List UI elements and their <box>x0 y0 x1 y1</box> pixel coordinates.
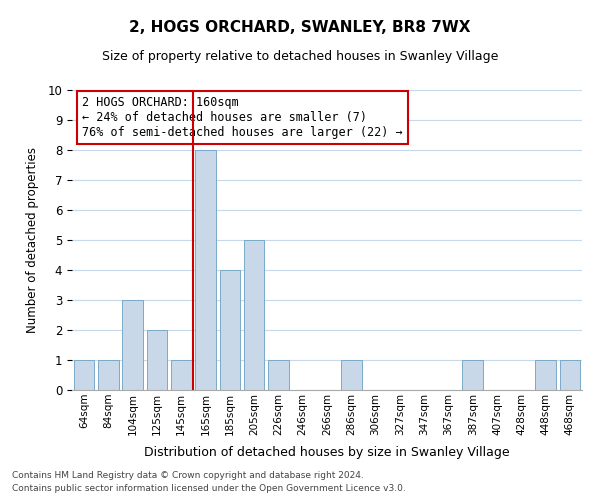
Bar <box>146 330 167 390</box>
Bar <box>122 300 143 390</box>
Bar <box>171 360 191 390</box>
Bar <box>463 360 483 390</box>
Bar <box>268 360 289 390</box>
Bar <box>341 360 362 390</box>
Bar <box>98 360 119 390</box>
Bar <box>560 360 580 390</box>
Bar <box>195 150 216 390</box>
Bar <box>74 360 94 390</box>
Bar <box>220 270 240 390</box>
X-axis label: Distribution of detached houses by size in Swanley Village: Distribution of detached houses by size … <box>144 446 510 459</box>
Text: Contains HM Land Registry data © Crown copyright and database right 2024.: Contains HM Land Registry data © Crown c… <box>12 470 364 480</box>
Text: 2 HOGS ORCHARD: 160sqm
← 24% of detached houses are smaller (7)
76% of semi-deta: 2 HOGS ORCHARD: 160sqm ← 24% of detached… <box>82 96 403 139</box>
Text: Size of property relative to detached houses in Swanley Village: Size of property relative to detached ho… <box>102 50 498 63</box>
Text: Contains public sector information licensed under the Open Government Licence v3: Contains public sector information licen… <box>12 484 406 493</box>
Y-axis label: Number of detached properties: Number of detached properties <box>26 147 39 333</box>
Text: 2, HOGS ORCHARD, SWANLEY, BR8 7WX: 2, HOGS ORCHARD, SWANLEY, BR8 7WX <box>129 20 471 35</box>
Bar <box>535 360 556 390</box>
Bar <box>244 240 265 390</box>
